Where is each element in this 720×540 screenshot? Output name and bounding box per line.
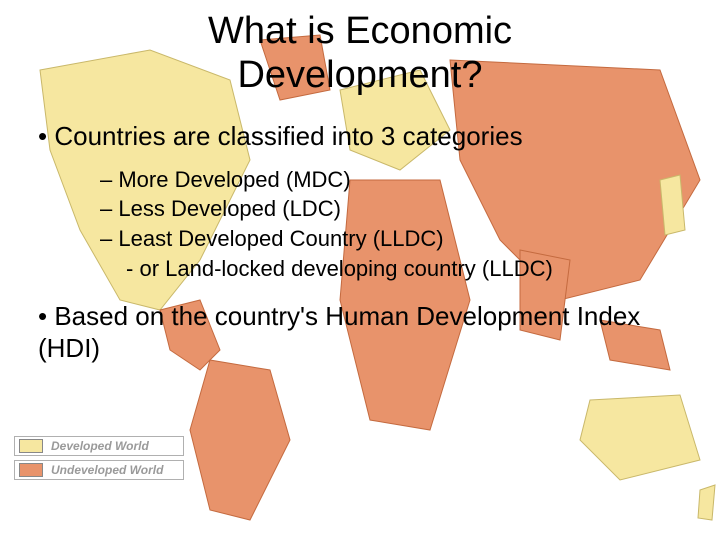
title-line-1: What is Economic (208, 10, 512, 52)
bullet-hdi: Based on the country's Human Development… (38, 301, 690, 363)
sub-lldc: Least Developed Country (LLDC) (100, 224, 690, 254)
sub-lldc-alt: or Land-locked developing country (LLDC) (126, 254, 690, 284)
slide-content: What is Economic Development? Countries … (0, 0, 720, 540)
bullet-categories: Countries are classified into 3 categori… (38, 121, 690, 152)
sub-mdc: More Developed (MDC) (100, 165, 690, 195)
slide-title: What is Economic Development? (30, 10, 690, 97)
category-sublist: More Developed (MDC) Less Developed (LDC… (100, 165, 690, 284)
sub-ldc: Less Developed (LDC) (100, 194, 690, 224)
title-line-2: Development? (237, 54, 482, 96)
